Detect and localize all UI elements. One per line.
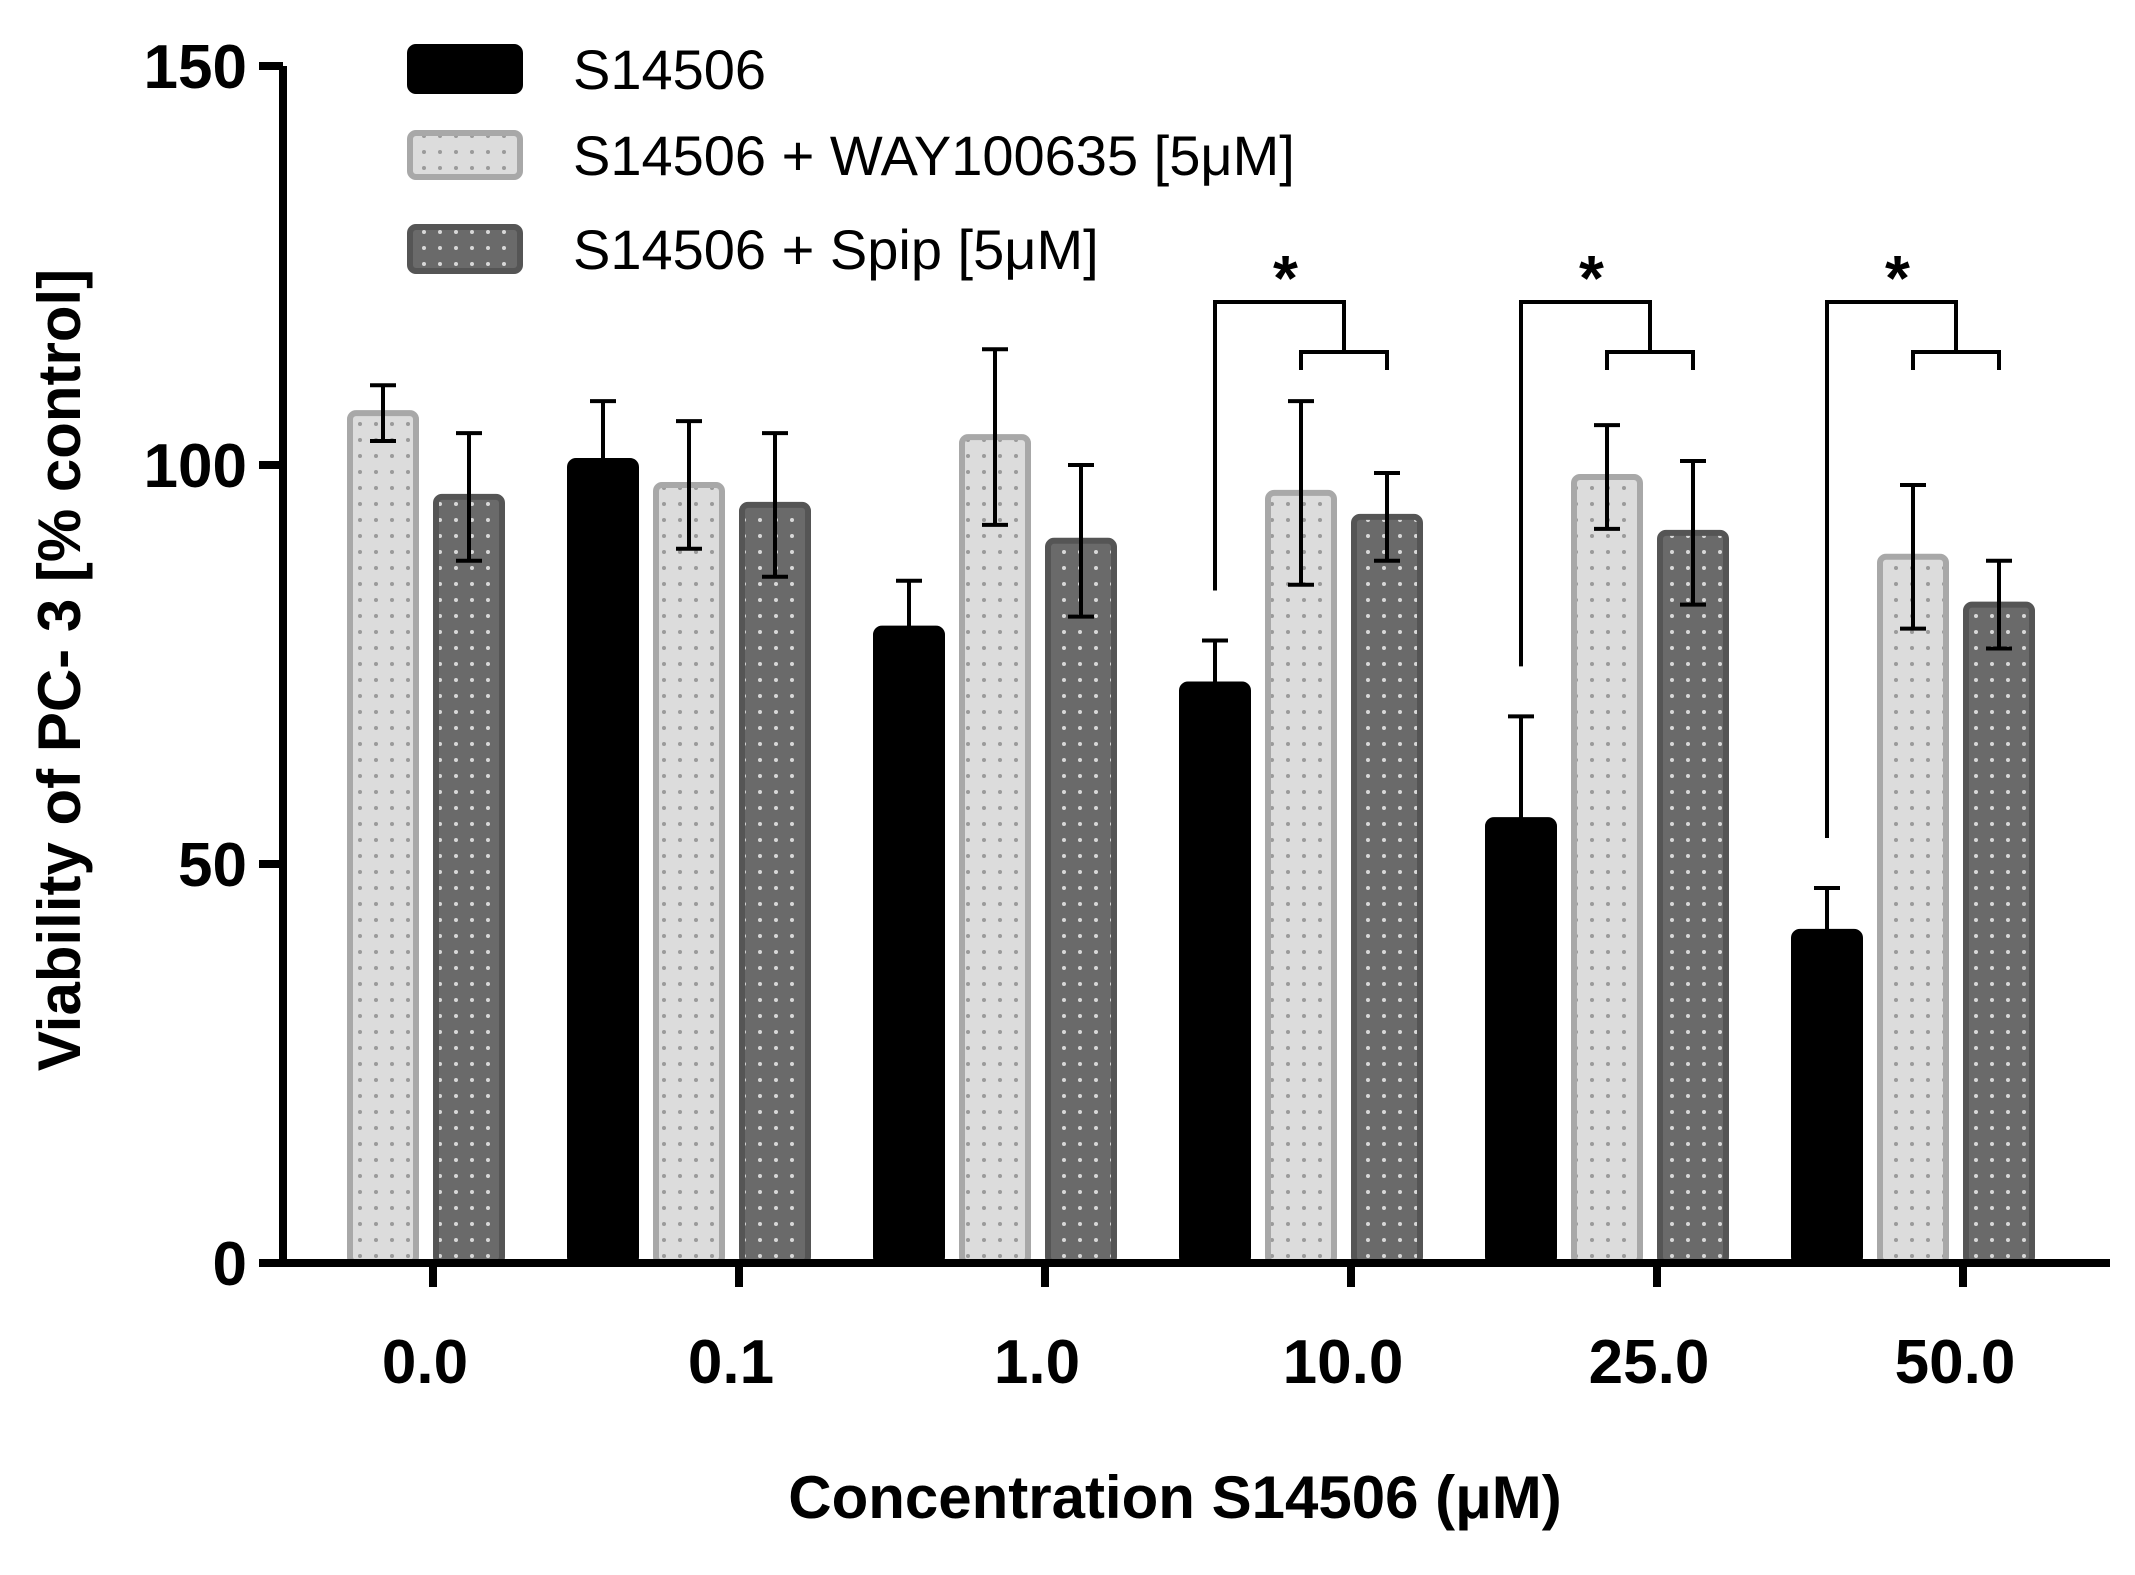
significance-group: * * * [1213,242,2001,838]
legend: S14506 S14506 + WAY100635 [5μM] S14506 + S… [407,38,1295,281]
bar-spip-0.0 [433,493,505,1267]
legend-item-spip: S14506 + Spip [5μM] [407,218,1099,281]
error-bars-group [370,347,2012,978]
y-tick-label-100: 100 [144,432,247,501]
bar-spip-50.0 [1963,601,2035,1266]
bracket-outer-line [1213,300,1346,591]
x-tick-label-25.0: 25.0 [1589,1328,1710,1397]
bar-way100635-50.0 [1877,553,1949,1266]
legend-swatch [407,224,523,274]
y-tick-label-150: 150 [144,33,247,102]
axes-group: 0 50 100 150 0.0 0.1 1.0 10.0 25.0 50.0 [144,33,2110,1397]
legend-label: S14506 + WAY100635 [5μM] [573,124,1295,187]
bracket-outer-line [1825,300,1958,838]
x-axis-title: Concentration S14506 (μM) [788,1464,1562,1531]
legend-swatch [407,130,523,180]
bar-s14506-50.0 [1791,928,1863,1267]
bar-way100635-25.0 [1571,473,1643,1267]
legend-item-s14506: S14506 [407,38,766,101]
x-tick-label-50.0: 50.0 [1895,1328,2016,1397]
bracket-inner-line [1911,350,2001,370]
significance-bracket-10.0: * [1213,242,1389,591]
significance-star: * [1273,242,1298,314]
significance-bracket-50.0: * [1825,242,2001,838]
bracket-inner-line [1605,350,1695,370]
bracket-outer-line [1519,300,1652,667]
legend-item-way100635: S14506 + WAY100635 [5μM] [407,124,1295,187]
bar-way100635-0.0 [347,410,419,1266]
bar-s14506-1.0 [873,625,945,1266]
bar-spip-25.0 [1657,529,1729,1266]
x-tick-label-0.1: 0.1 [688,1328,774,1397]
significance-star: * [1885,242,1910,314]
bar-way100635-10.0 [1265,489,1337,1266]
bars-group [347,410,2035,1267]
legend-label: S14506 + Spip [5μM] [573,218,1099,281]
bar-spip-0.1 [739,501,811,1266]
bracket-inner-line [1299,350,1389,370]
bar-way100635-1.0 [959,434,1031,1266]
legend-label: S14506 [573,38,766,101]
legend-swatch [407,44,523,94]
bar-s14506-10.0 [1179,681,1251,1266]
x-tick-label-1.0: 1.0 [994,1328,1080,1397]
bar-spip-1.0 [1045,537,1117,1266]
x-tick-label-10.0: 10.0 [1283,1328,1404,1397]
y-axis-title: Viability of PC- 3 [% control] [26,269,93,1071]
significance-star: * [1579,242,1604,314]
significance-bracket-25.0: * [1519,242,1695,667]
y-tick-label-50: 50 [178,831,247,900]
bar-spip-10.0 [1351,513,1423,1266]
y-tick-label-0: 0 [213,1230,247,1299]
bar-way100635-0.1 [653,481,725,1266]
x-tick-label-0.0: 0.0 [382,1328,468,1397]
bar-s14506-0.1 [567,458,639,1266]
